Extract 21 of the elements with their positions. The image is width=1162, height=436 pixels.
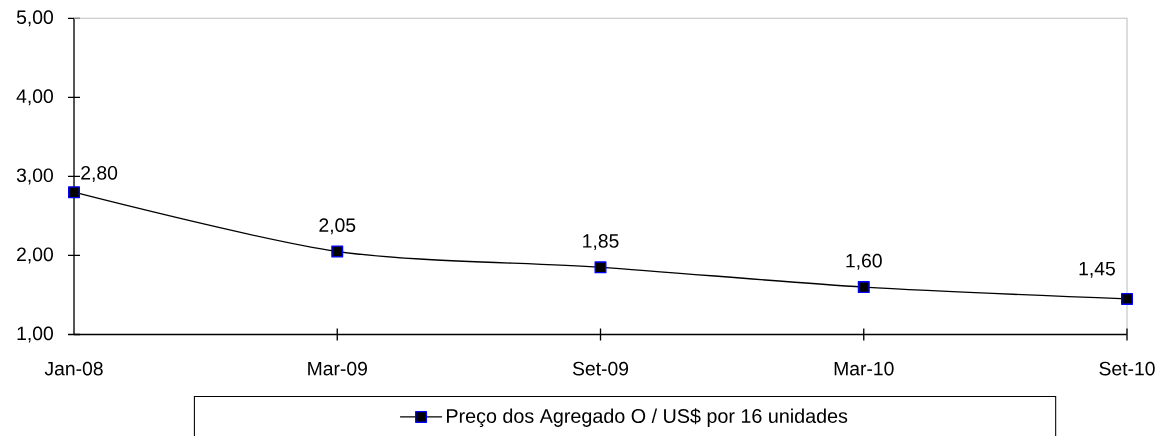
point [594, 261, 607, 274]
x-tick-label: Mar-09 [308, 361, 367, 376]
data-label: 2,05 [319, 218, 356, 235]
data-label: 1,45 [1079, 261, 1115, 278]
y-tick-label: 2,00 [17, 247, 53, 264]
y-tick-label: 1,00 [17, 326, 53, 343]
data-label: 1,60 [846, 253, 882, 270]
y-tick-label: 3,00 [16, 168, 53, 185]
y-tick-label: 5,00 [16, 10, 53, 27]
point [1121, 292, 1134, 305]
y-tick-label: 4,00 [16, 89, 53, 106]
point [857, 281, 870, 294]
x-tick-label: Mar-10 [834, 361, 894, 376]
point [68, 186, 81, 199]
data-label: 2,80 [81, 165, 118, 182]
legend-label: Preço dos Agregado O / US$ por 16 unidades [447, 408, 848, 427]
point [331, 245, 344, 258]
x-tick-label: Set-10 [1099, 361, 1155, 376]
x-tick-label: Set-09 [572, 361, 629, 376]
x-tick-label: Jan-08 [44, 361, 103, 376]
data-label: 1,85 [583, 234, 619, 251]
